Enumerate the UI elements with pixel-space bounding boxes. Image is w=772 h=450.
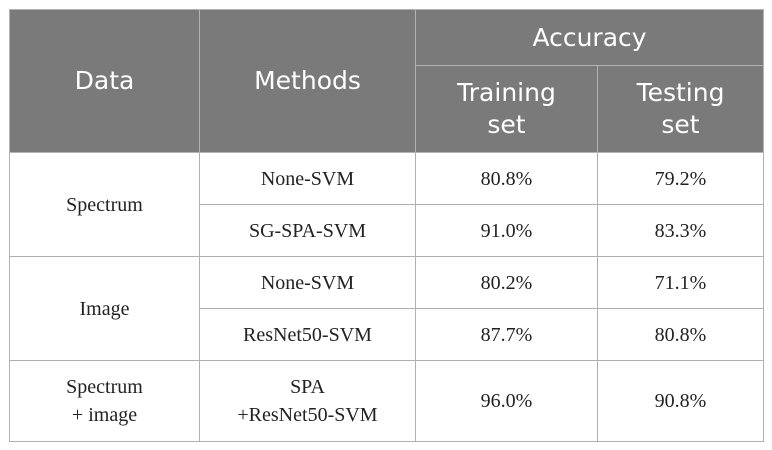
data-line1: Spectrum — [66, 376, 143, 398]
header-testing-line2: set — [661, 110, 700, 139]
data-line2: + image — [71, 404, 138, 426]
table-body: Spectrum None-SVM 80.8% 79.2% SG-SPA-SVM… — [9, 152, 765, 442]
training-accuracy-cell: 87.7% — [415, 308, 598, 361]
method-cell: None-SVM — [199, 256, 416, 309]
training-accuracy-cell: 91.0% — [415, 204, 598, 257]
table-header: Data Methods Accuracy Training set Testi… — [9, 9, 765, 153]
method-cell: None-SVM — [199, 152, 416, 205]
header-methods: Methods — [199, 9, 416, 153]
header-accuracy: Accuracy — [414, 9, 765, 66]
accuracy-table: Data Methods Accuracy Training set Testi… — [9, 9, 765, 442]
method-cell: SPA +ResNet50-SVM — [199, 360, 416, 442]
training-accuracy-cell: 80.8% — [415, 152, 598, 205]
method-cell: SG-SPA-SVM — [199, 204, 416, 257]
training-accuracy-cell: 96.0% — [415, 360, 598, 442]
header-data: Data — [9, 9, 200, 153]
header-training-set: Training set — [415, 65, 598, 153]
method-cell: ResNet50-SVM — [199, 308, 416, 361]
data-cell-spectrum-image: Spectrum + image — [9, 360, 200, 442]
table-row: Image None-SVM 80.2% 71.1% — [9, 256, 765, 361]
table-row: SG-SPA-SVM 91.0% 83.3% — [10, 204, 765, 257]
table-row: Spectrum None-SVM 80.8% 79.2% — [9, 152, 765, 257]
method-line1: SPA — [290, 376, 325, 398]
testing-accuracy-cell: 79.2% — [596, 152, 765, 205]
header-training-line2: set — [487, 110, 526, 139]
header-testing-line1: Testing — [636, 78, 725, 107]
data-cell-spectrum: Spectrum — [9, 152, 200, 257]
method-line2: +ResNet50-SVM — [237, 404, 378, 426]
testing-accuracy-cell: 83.3% — [596, 204, 765, 257]
training-accuracy-cell: 80.2% — [415, 256, 598, 309]
header-testing-set: Testing set — [596, 65, 765, 153]
testing-accuracy-cell: 90.8% — [596, 360, 765, 442]
header-training-line1: Training — [457, 78, 556, 107]
data-cell-image: Image — [9, 256, 200, 361]
table-row: Spectrum + image SPA +ResNet50-SVM 96.0%… — [9, 360, 765, 442]
testing-accuracy-cell: 71.1% — [596, 256, 765, 309]
table-row: ResNet50-SVM 87.7% 80.8% — [10, 308, 765, 361]
testing-accuracy-cell: 80.8% — [596, 308, 765, 361]
